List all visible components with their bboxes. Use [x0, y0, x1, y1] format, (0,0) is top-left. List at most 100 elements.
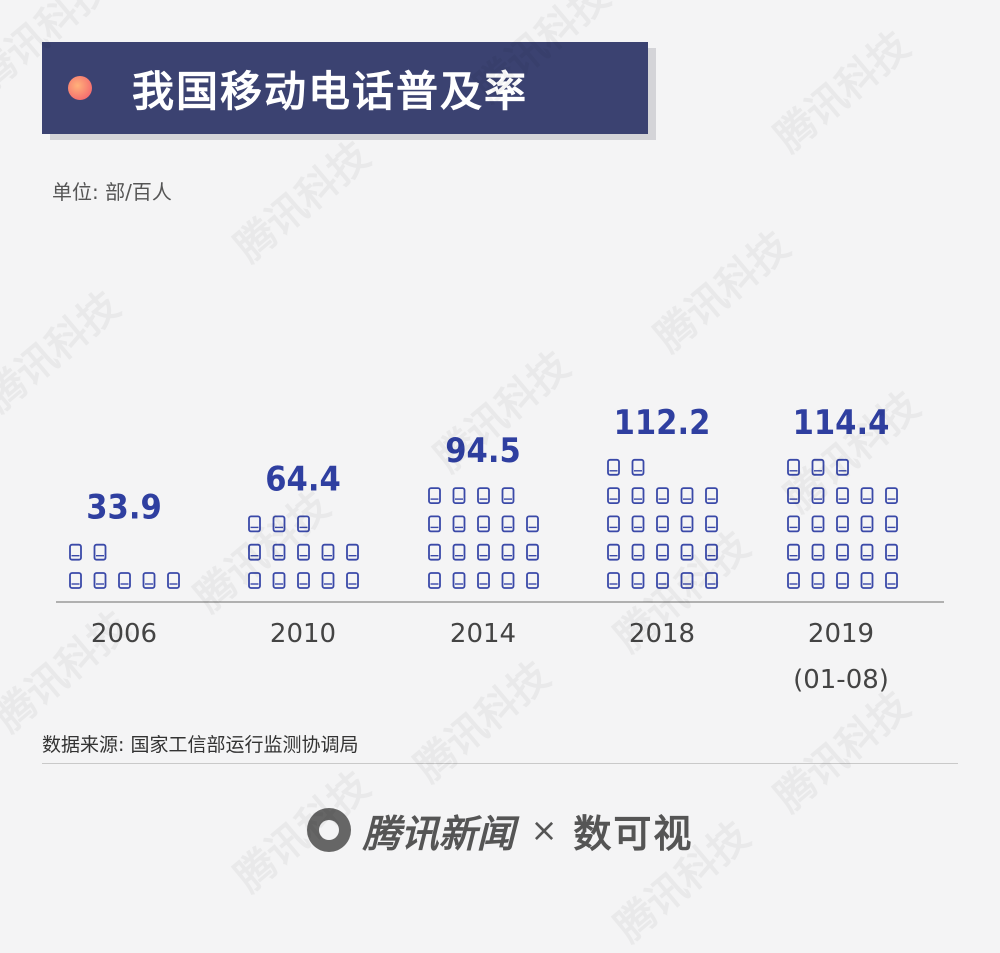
phone-icon — [705, 487, 718, 505]
phone-icon — [248, 572, 261, 589]
phone-icon-body — [885, 543, 898, 561]
x-tick-label: (01-08) — [793, 665, 889, 695]
phone-icon — [656, 543, 669, 561]
phone-icon-body — [607, 543, 620, 561]
phone-icon — [705, 515, 718, 533]
value-label: 94.5 — [445, 431, 520, 471]
page-title: 我国移动电话普及率 — [132, 66, 529, 116]
phone-icon — [118, 572, 131, 589]
phone-icon — [705, 543, 718, 561]
phone-icon-body — [297, 572, 310, 589]
phone-icon — [142, 572, 156, 589]
phone-icon — [526, 572, 539, 589]
phone-icon-body — [860, 572, 874, 589]
phone-icon — [477, 543, 490, 561]
phone-icon-body — [297, 543, 310, 561]
phone-icon-body — [428, 515, 441, 533]
phone-icon-body — [272, 543, 286, 561]
phone-icon-body — [501, 543, 515, 561]
phone-icon-body — [885, 487, 898, 505]
phone-icon — [885, 515, 898, 533]
phone-icon-body — [501, 515, 515, 533]
phone-icon-body — [428, 543, 441, 561]
phone-icon-body — [477, 487, 490, 505]
phone-icon-body — [452, 515, 466, 533]
phone-icon — [631, 515, 645, 533]
phone-icon — [836, 515, 849, 533]
phone-icon — [428, 487, 441, 505]
phone-icon — [93, 543, 107, 561]
phone-icon — [607, 515, 620, 533]
x-tick-label: 2018 — [629, 619, 695, 649]
phone-icon — [885, 572, 898, 589]
title-banner: 我国移动电话普及率 — [42, 42, 648, 134]
phone-icon-body — [656, 487, 669, 505]
phone-icon-body — [69, 543, 82, 561]
phone-icon — [477, 572, 490, 589]
phone-icon-body — [787, 458, 800, 476]
phone-icon — [811, 572, 825, 589]
phone-icon — [297, 543, 310, 561]
phone-icon-body — [526, 543, 539, 561]
phone-icon — [69, 572, 82, 589]
phone-icon-body — [836, 515, 849, 533]
phone-icon-body — [787, 487, 800, 505]
phone-icon-body — [811, 543, 825, 561]
phone-icon-body — [248, 515, 261, 533]
phone-icon — [321, 543, 335, 561]
phone-icon-body — [787, 543, 800, 561]
phone-icon — [680, 572, 694, 589]
phone-icon — [885, 487, 898, 505]
phone-icon-body — [631, 458, 645, 476]
phone-icon-body — [501, 487, 515, 505]
phone-icon — [501, 543, 515, 561]
value-label: 33.9 — [86, 488, 161, 528]
phone-icon-body — [118, 572, 131, 589]
phone-icon — [860, 487, 874, 505]
phone-icon — [607, 487, 620, 505]
phone-icon — [452, 572, 466, 589]
phone-icon-body — [860, 487, 874, 505]
phone-icon — [321, 572, 335, 589]
phone-icon — [885, 543, 898, 561]
phone-icon — [680, 487, 694, 505]
phone-icon-body — [680, 515, 694, 533]
phone-icon — [705, 572, 718, 589]
phone-icon-body — [885, 572, 898, 589]
phone-icon-body — [680, 572, 694, 589]
phone-icon — [452, 543, 466, 561]
phone-icon — [272, 572, 286, 589]
phone-icon-body — [167, 572, 180, 589]
phone-icon — [428, 515, 441, 533]
phone-icon-body — [248, 543, 261, 561]
phone-icon-body — [248, 572, 261, 589]
phone-icon — [477, 487, 490, 505]
pictogram-chart: 33.9 2006 64.4 2010 94.5 2014 112.2 2018 114.4 20… — [56, 403, 944, 695]
phone-icon — [656, 515, 669, 533]
phone-icon — [787, 543, 800, 561]
unit-label: 单位: 部/百人 — [52, 180, 172, 204]
phone-icon-body — [680, 487, 694, 505]
phone-icon — [631, 487, 645, 505]
title-dot-icon — [68, 76, 92, 100]
phone-icon-body — [501, 572, 515, 589]
phone-icon-body — [93, 572, 107, 589]
value-label: 114.4 — [793, 403, 890, 443]
phone-icon-body — [346, 543, 359, 561]
phone-icon-body — [705, 543, 718, 561]
phone-icon — [631, 572, 645, 589]
phone-icon-body — [526, 572, 539, 589]
phone-icon-body — [428, 572, 441, 589]
phone-icon-body — [452, 543, 466, 561]
phone-icon — [680, 515, 694, 533]
phone-icon-body — [787, 515, 800, 533]
phone-icon-body — [607, 487, 620, 505]
x-tick-label: 2006 — [91, 619, 157, 649]
phone-icon-body — [787, 572, 800, 589]
phone-icon — [272, 515, 286, 533]
phone-icon-body — [477, 515, 490, 533]
phone-icon — [836, 487, 849, 505]
phone-icon-body — [631, 543, 645, 561]
phone-icon-body — [836, 458, 849, 476]
footer-logos: 腾讯新闻 × 数可视 — [0, 790, 1000, 870]
